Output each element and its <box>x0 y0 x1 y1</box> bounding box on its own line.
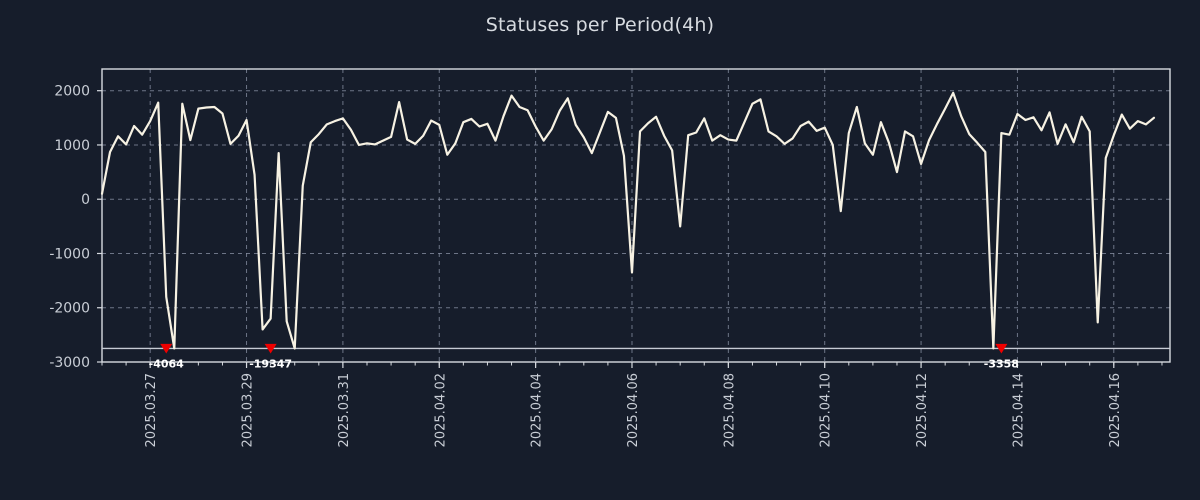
x-axis-ticks: 2025.03.27 2025.03.29 2025.03.31 2025.04.02… <box>101 362 1163 447</box>
x-tick-label: 2025.04.04 <box>530 373 545 447</box>
x-tick-label: 2025.03.29 <box>241 373 256 447</box>
annotation-value-label: -3358 <box>984 357 1019 370</box>
x-tick-label: 2025.03.27 <box>144 373 159 447</box>
annotation-marker-icon <box>264 343 277 354</box>
annotation-marker-icon <box>160 343 173 354</box>
y-tick-label: -1000 <box>49 246 90 262</box>
y-axis-ticks: 2000 1000 0 -1000 -2000 -3000 <box>49 84 102 371</box>
y-tick-label: 1000 <box>54 138 90 154</box>
x-tick-label: 2025.04.14 <box>1011 373 1026 447</box>
x-tick-label: 2025.04.12 <box>915 373 930 447</box>
y-tick-label: -2000 <box>49 301 90 317</box>
y-tick-label: 0 <box>81 192 90 208</box>
data-series-line <box>100 91 1156 350</box>
x-tick-label: 2025.04.10 <box>819 373 834 447</box>
annotation-value-label: -4064 <box>149 357 185 370</box>
x-tick-label: 2025.04.08 <box>722 373 737 447</box>
annotation-markers: -4064 -19347 -3358 <box>149 343 1019 370</box>
y-tick-label: 2000 <box>54 84 90 100</box>
y-tick-label: -3000 <box>49 355 90 371</box>
x-tick-label: 2025.03.31 <box>337 373 352 447</box>
annotation-value-label: -19347 <box>249 357 292 370</box>
plot-frame <box>101 68 1171 363</box>
x-tick-label: 2025.04.02 <box>433 373 448 447</box>
x-tick-label: 2025.04.06 <box>626 373 641 447</box>
annotation-marker-icon <box>995 343 1008 354</box>
chart-title: Statuses per Period(4h) <box>485 14 715 36</box>
x-tick-label: 2025.04.16 <box>1108 373 1123 447</box>
